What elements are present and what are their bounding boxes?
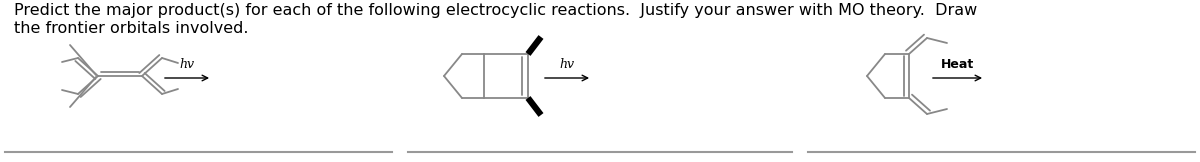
Text: Heat: Heat	[941, 58, 974, 71]
Text: hv: hv	[180, 58, 194, 71]
Text: hv: hv	[559, 58, 575, 71]
Text: Predict the major product(s) for each of the following electrocyclic reactions. : Predict the major product(s) for each of…	[14, 3, 978, 36]
